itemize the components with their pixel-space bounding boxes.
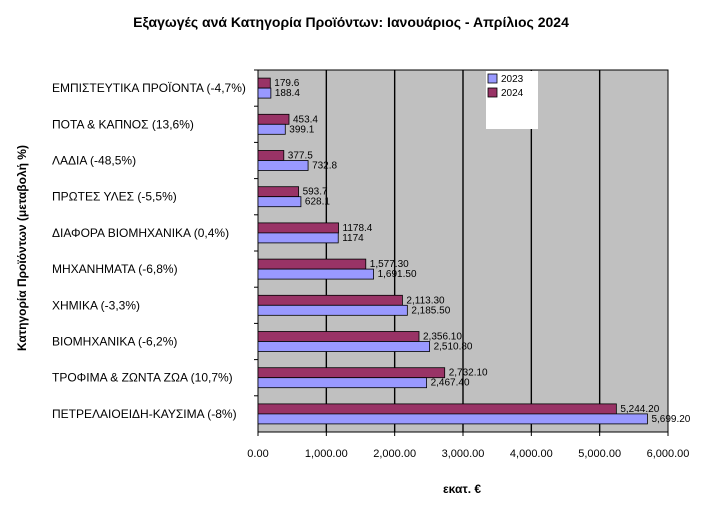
bar-2024	[257, 186, 299, 198]
bar-2023	[257, 196, 302, 208]
data-label-2024: 2,113.30	[406, 295, 445, 306]
x-tick-label: 5,000.00	[578, 448, 621, 460]
data-label-2023: 1,691.50	[378, 269, 417, 280]
data-label-2023: 732.8	[312, 161, 337, 172]
legend-label: 2024	[501, 88, 524, 99]
data-label-2024: 453.4	[293, 114, 318, 125]
data-label-2023: 2,185.50	[411, 305, 450, 316]
category-label: ΠΕΤΡΕΛΑΙΟΕΙΔΗ-ΚΑΥΣΙΜΑ (-8%)	[52, 407, 237, 421]
bar-2024	[257, 403, 617, 415]
bar-2024	[257, 150, 285, 161]
data-label-2024: 5,244.20	[620, 404, 659, 415]
x-tick-label: 6,000.00	[647, 448, 690, 460]
category-label: ΛΑΔΙΑ (-48,5%)	[52, 154, 136, 168]
legend-swatch	[487, 73, 498, 84]
data-label-2023: 2,510.80	[434, 342, 473, 353]
data-label-2023: 628.1	[305, 197, 330, 208]
bar-2023	[257, 268, 374, 280]
data-label-2023: 399.1	[289, 124, 314, 135]
category-label: ΒΙΟΜΗΧΑΝΙΚΑ (-6,2%)	[52, 335, 177, 349]
x-tick-label: 0.00	[247, 448, 268, 460]
bar-2024	[257, 222, 339, 234]
bar-2024	[257, 77, 271, 89]
bar-2024	[257, 258, 367, 270]
bar-2023	[257, 123, 286, 135]
x-tick-label: 3,000.00	[442, 448, 485, 460]
bar-2023	[257, 87, 272, 99]
bar-2023	[257, 304, 408, 316]
legend-label: 2023	[501, 74, 524, 85]
bar-2023	[257, 232, 339, 244]
data-label-2023: 1174	[342, 233, 364, 244]
x-tick-label: 1,000.00	[305, 448, 348, 460]
data-label-2023: 2,467.40	[431, 378, 470, 389]
data-label-2023: 5,699.20	[651, 414, 690, 425]
data-label-2023: 188.4	[275, 88, 300, 99]
data-label-2024: 179.6	[274, 78, 299, 89]
category-label: ΤΡΟΦΙΜΑ & ΖΩΝΤΑ ΖΩΑ (10,7%)	[52, 371, 233, 385]
chart-title: Εξαγωγές ανά Κατηγορία Προϊόντων: Ιανουά…	[133, 14, 569, 30]
data-label-2024: 2,732.10	[449, 368, 488, 379]
legend-swatch	[487, 87, 498, 98]
bar-2024	[257, 331, 420, 342]
bar-2023	[257, 413, 648, 425]
x-tick-label: 2,000.00	[373, 448, 416, 460]
category-label: ΠΟΤΑ & ΚΑΠΝΟΣ (13,6%)	[52, 117, 194, 131]
bar-2023	[257, 160, 309, 171]
bar-2023	[257, 377, 428, 389]
data-label-2024: 593.7	[303, 187, 328, 198]
bar-2024	[257, 367, 446, 379]
bar-2023	[257, 341, 430, 352]
category-label: ΜΗΧΑΝΗΜΑΤΑ (-6,8%)	[52, 262, 178, 276]
category-label: ΕΜΠΙΣΤΕΥΤΙΚΑ ΠΡΟΪΟΝΤΑ (-4,7%)	[52, 81, 246, 95]
x-tick-label: 4,000.00	[510, 448, 553, 460]
x-axis-title: εκατ. €	[442, 482, 482, 496]
category-label: ΧΗΜΙΚΑ (-3,3%)	[52, 298, 140, 312]
data-label-2024: 2,356.10	[423, 332, 462, 343]
data-label-2024: 1,577.30	[370, 259, 409, 270]
bar-2024	[257, 113, 290, 125]
data-label-2024: 1178.4	[343, 223, 373, 234]
bar-2024	[257, 294, 403, 306]
data-label-2024: 377.5	[288, 151, 313, 162]
category-label: ΠΡΩΤΕΣ ΥΛΕΣ (-5,5%)	[52, 190, 177, 204]
category-label: ΔΙΑΦΟΡΑ ΒΙΟΜΗΧΑΝΙΚΑ (0,4%)	[52, 226, 229, 240]
